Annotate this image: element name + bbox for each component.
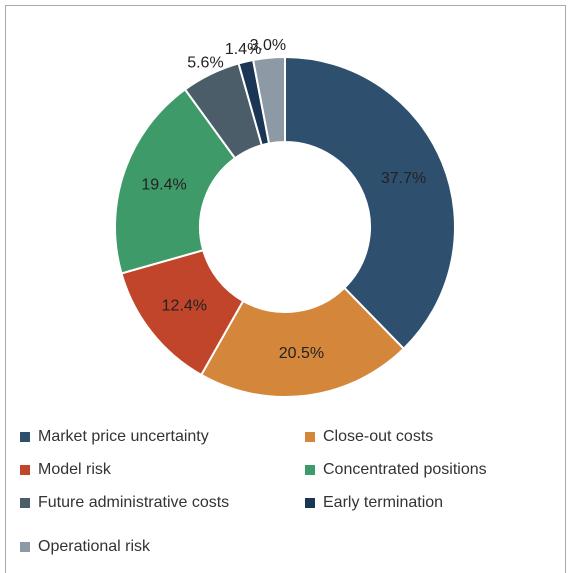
legend-label: Early termination xyxy=(323,494,443,511)
legend-swatch xyxy=(305,432,315,442)
legend-swatch xyxy=(20,432,30,442)
data-label: 37.7% xyxy=(381,170,426,187)
data-label: 5.6% xyxy=(187,55,223,72)
legend-swatch xyxy=(305,465,315,475)
donut-slice xyxy=(114,88,237,275)
data-label: 3.0% xyxy=(250,37,286,54)
donut-slice xyxy=(251,55,286,145)
donut-slice xyxy=(284,55,456,351)
legend-swatch xyxy=(305,498,315,508)
legend-label: Operational risk xyxy=(38,538,151,555)
legend-label: Model risk xyxy=(38,461,112,478)
data-label: 12.4% xyxy=(162,297,207,314)
legend-label: Close-out costs xyxy=(323,428,433,445)
legend-swatch xyxy=(20,542,30,552)
data-label: 20.5% xyxy=(279,345,324,362)
donut-slice xyxy=(199,286,406,398)
legend-swatch xyxy=(20,465,30,475)
legend-swatch xyxy=(20,498,30,508)
legend-label: Market price uncertainty xyxy=(38,428,209,445)
legend-label: Concentrated positions xyxy=(323,461,487,478)
legend-label: Future administrative costs xyxy=(38,494,229,511)
data-label: 19.4% xyxy=(141,176,186,193)
data-label: 1.4% xyxy=(225,41,261,58)
